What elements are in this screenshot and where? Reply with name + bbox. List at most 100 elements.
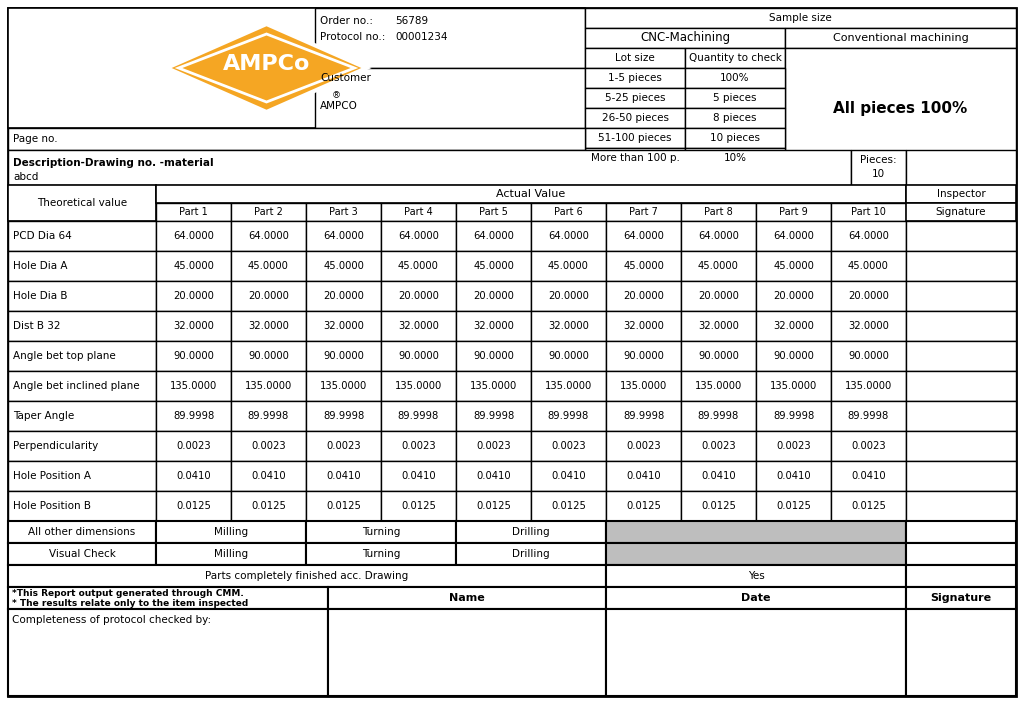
Bar: [531, 311, 606, 341]
Bar: [906, 609, 1016, 696]
Text: 135.0000: 135.0000: [470, 381, 517, 391]
Bar: [906, 587, 1016, 609]
Text: 135.0000: 135.0000: [245, 381, 292, 391]
Bar: [156, 281, 231, 311]
Bar: [456, 431, 531, 461]
Bar: [851, 150, 906, 185]
Bar: [606, 371, 681, 401]
Bar: [156, 185, 906, 203]
Bar: [531, 221, 606, 251]
Bar: [156, 461, 231, 491]
Bar: [381, 251, 456, 281]
Text: 90.0000: 90.0000: [623, 351, 664, 361]
Text: 20.0000: 20.0000: [698, 291, 739, 301]
Text: 135.0000: 135.0000: [695, 381, 742, 391]
Bar: [306, 491, 381, 521]
Text: Inspector: Inspector: [937, 189, 985, 199]
Text: 90.0000: 90.0000: [173, 351, 214, 361]
Text: Angle bet inclined plane: Angle bet inclined plane: [13, 381, 139, 391]
Text: 0.0125: 0.0125: [326, 501, 360, 511]
Bar: [8, 185, 156, 221]
Bar: [456, 221, 531, 251]
Text: 0.0023: 0.0023: [251, 441, 286, 451]
Text: 0.0125: 0.0125: [701, 501, 736, 511]
Bar: [906, 203, 1016, 221]
Bar: [456, 491, 531, 521]
Bar: [381, 221, 456, 251]
Bar: [585, 148, 685, 168]
Bar: [328, 587, 606, 609]
Text: 89.9998: 89.9998: [698, 411, 739, 421]
Bar: [831, 341, 906, 371]
Text: 90.0000: 90.0000: [323, 351, 364, 361]
Bar: [681, 203, 756, 221]
Bar: [8, 587, 328, 609]
Bar: [8, 401, 156, 431]
Bar: [681, 311, 756, 341]
Text: Pieces:: Pieces:: [860, 155, 897, 165]
Text: 64.0000: 64.0000: [173, 231, 214, 241]
Text: 32.0000: 32.0000: [698, 321, 739, 331]
Text: 100%: 100%: [720, 73, 750, 83]
Text: 0.0125: 0.0125: [626, 501, 660, 511]
Bar: [156, 311, 231, 341]
Bar: [606, 431, 681, 461]
Text: 0.0023: 0.0023: [776, 441, 811, 451]
Bar: [681, 491, 756, 521]
Bar: [585, 8, 1016, 28]
Text: 0.0125: 0.0125: [851, 501, 886, 511]
Bar: [831, 401, 906, 431]
Text: Yes: Yes: [748, 571, 764, 581]
Bar: [231, 461, 306, 491]
Text: 89.9998: 89.9998: [323, 411, 365, 421]
Text: 10 pieces: 10 pieces: [710, 133, 760, 143]
Bar: [531, 431, 606, 461]
Bar: [306, 371, 381, 401]
Text: 20.0000: 20.0000: [398, 291, 439, 301]
Text: 32.0000: 32.0000: [623, 321, 664, 331]
Text: 20.0000: 20.0000: [623, 291, 664, 301]
Bar: [8, 431, 156, 461]
Text: 89.9998: 89.9998: [623, 411, 665, 421]
Bar: [681, 371, 756, 401]
Text: 45.0000: 45.0000: [548, 261, 589, 271]
Bar: [8, 461, 156, 491]
Bar: [906, 150, 1016, 185]
Bar: [681, 341, 756, 371]
Text: CNC-Machining: CNC-Machining: [640, 32, 730, 44]
Text: Perpendicularity: Perpendicularity: [13, 441, 98, 451]
Text: 0.0410: 0.0410: [327, 471, 360, 481]
Text: 89.9998: 89.9998: [248, 411, 289, 421]
Text: 0.0410: 0.0410: [251, 471, 286, 481]
Text: 0.0023: 0.0023: [476, 441, 511, 451]
Text: 64.0000: 64.0000: [473, 231, 514, 241]
Bar: [306, 311, 381, 341]
Bar: [831, 203, 906, 221]
Text: Turning: Turning: [361, 527, 400, 537]
Bar: [381, 281, 456, 311]
Text: Part 9: Part 9: [779, 207, 808, 217]
Text: 20.0000: 20.0000: [548, 291, 589, 301]
Bar: [231, 431, 306, 461]
Text: 32.0000: 32.0000: [248, 321, 289, 331]
Text: Order no.:: Order no.:: [319, 16, 373, 26]
Bar: [531, 491, 606, 521]
Text: 56789: 56789: [395, 16, 428, 26]
Bar: [756, 251, 831, 281]
Text: 0.0410: 0.0410: [701, 471, 736, 481]
Bar: [8, 281, 156, 311]
Bar: [906, 461, 1016, 491]
Text: 90.0000: 90.0000: [773, 351, 814, 361]
Text: Drilling: Drilling: [512, 549, 550, 559]
Bar: [831, 281, 906, 311]
Bar: [456, 521, 606, 543]
Text: 0.0023: 0.0023: [327, 441, 360, 451]
Text: 32.0000: 32.0000: [473, 321, 514, 331]
Bar: [381, 203, 456, 221]
Text: 89.9998: 89.9998: [473, 411, 514, 421]
Text: 90.0000: 90.0000: [548, 351, 589, 361]
Bar: [756, 401, 831, 431]
Bar: [306, 461, 381, 491]
Text: Taper Angle: Taper Angle: [13, 411, 75, 421]
Text: 5 pieces: 5 pieces: [714, 93, 757, 103]
